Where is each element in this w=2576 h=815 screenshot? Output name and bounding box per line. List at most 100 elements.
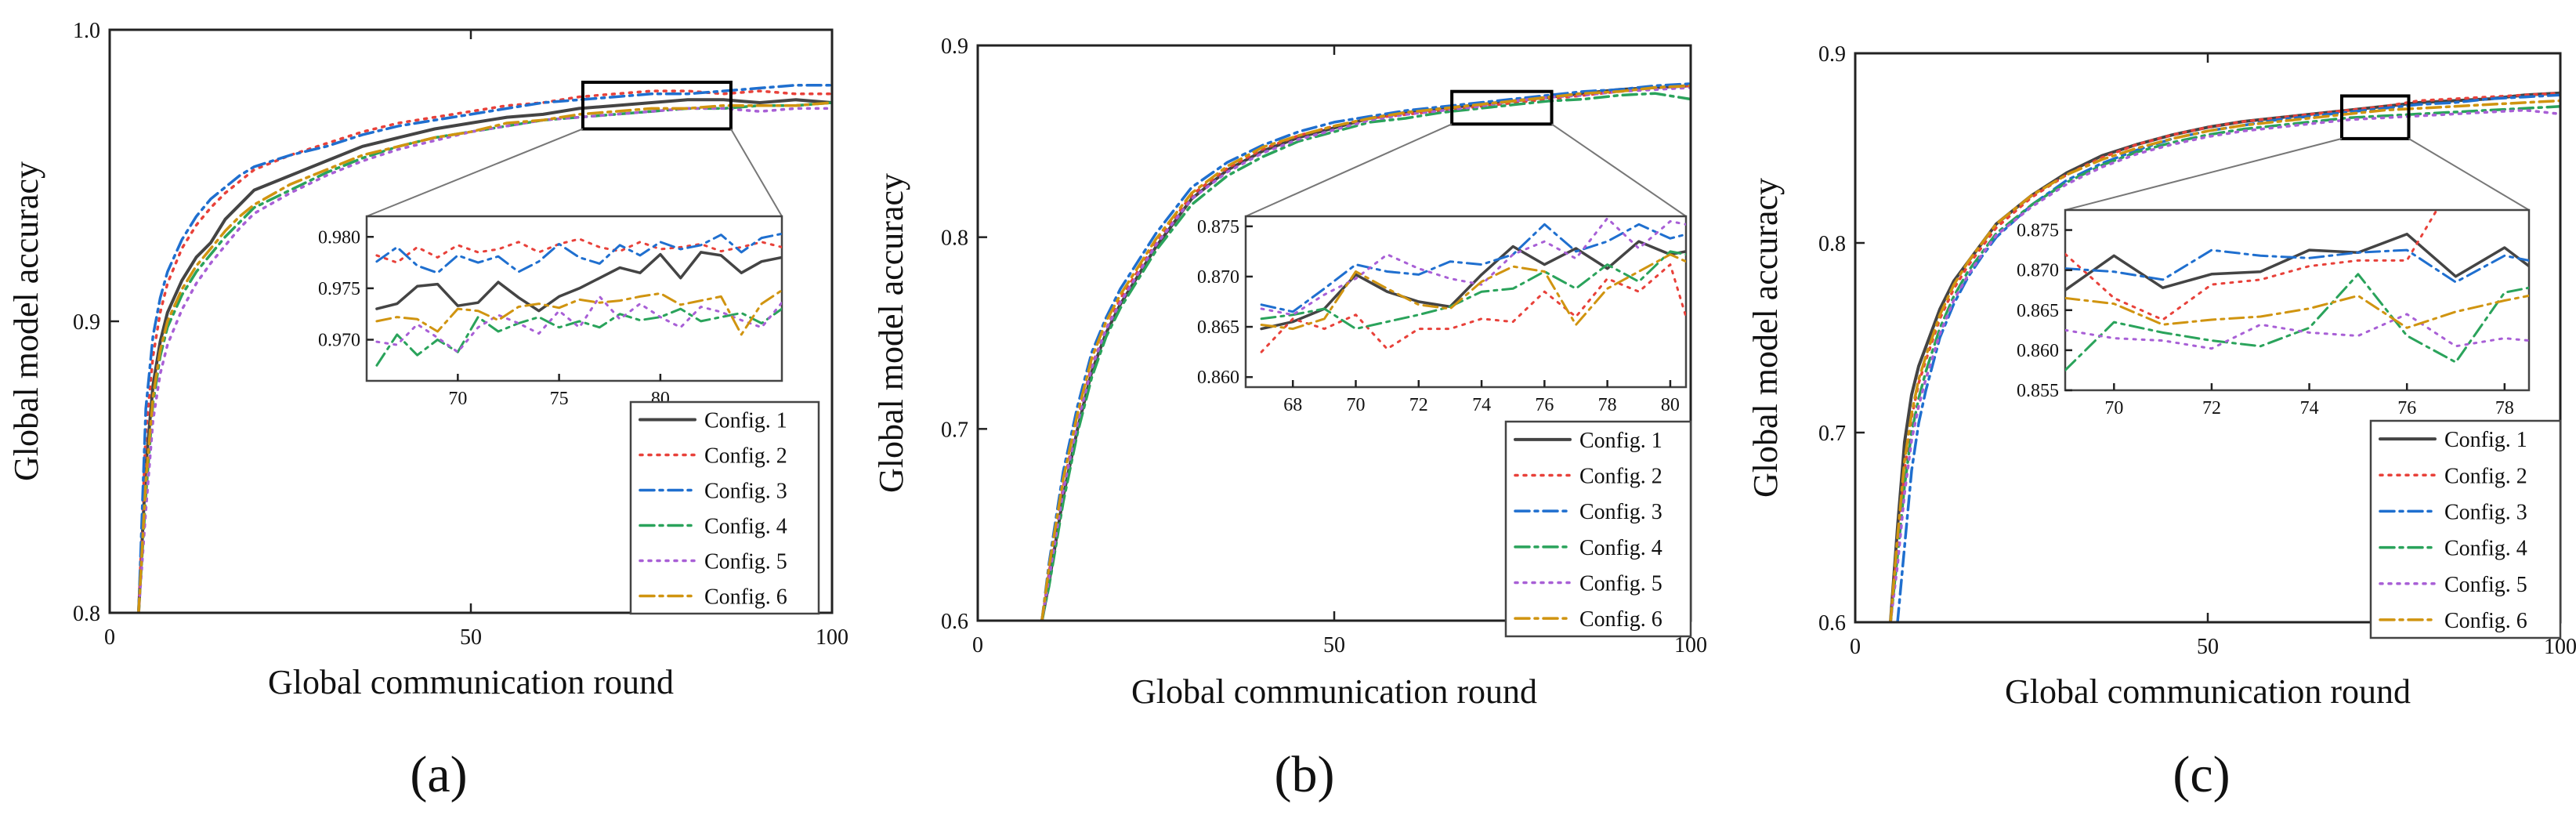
series-line-3 xyxy=(137,83,832,613)
series-line-6 xyxy=(1040,84,1691,621)
inset-series-line-1 xyxy=(1260,240,1686,331)
x-tick-label: 50 xyxy=(1323,633,1345,657)
legend-label: Config. 5 xyxy=(1579,572,1662,596)
inset-x-tick-label: 68 xyxy=(1283,395,1302,415)
legend-label: Config. 2 xyxy=(1579,465,1662,489)
inset-series-line-1 xyxy=(375,251,782,313)
inset-x-tick-label: 76 xyxy=(2397,398,2416,418)
panel-caption: (a) xyxy=(410,746,467,803)
inset-series-line-1 xyxy=(2065,232,2529,292)
series-group xyxy=(136,83,832,613)
inset-series-line-3 xyxy=(2065,248,2529,284)
inset-x-tick-label: 72 xyxy=(1409,395,1428,415)
legend-label: Config. 1 xyxy=(2444,428,2527,452)
zoom-region xyxy=(1450,89,1554,126)
zoom-leader xyxy=(1550,123,1687,217)
zoom-region xyxy=(2340,94,2411,140)
inset-y-tick-label: 0.865 xyxy=(1197,317,1239,338)
y-tick-label: 0.9 xyxy=(941,34,968,59)
x-axis-label: Global communication round xyxy=(2005,672,2411,711)
inset-series-group xyxy=(375,232,782,367)
inset-series-line-4 xyxy=(1260,250,1686,331)
legend-label: Config. 3 xyxy=(1579,500,1662,524)
inset-x-tick-label: 80 xyxy=(1661,395,1680,415)
inset-series-line-3 xyxy=(1260,223,1686,313)
panel-caption: (c) xyxy=(2173,746,2230,803)
x-tick-label: 0 xyxy=(104,625,115,650)
inset-frame xyxy=(2064,208,2531,392)
panel-caption: (b) xyxy=(1275,746,1335,803)
inset-y-tick-label: 0.855 xyxy=(2017,381,2059,401)
zoom-region xyxy=(581,80,733,131)
inset-series-line-4 xyxy=(375,307,782,367)
inset-y-tick-label: 0.875 xyxy=(2017,221,2059,241)
inset-series-line-6 xyxy=(375,289,782,336)
legend-label: Config. 3 xyxy=(704,480,787,504)
inset-series-line-6 xyxy=(2065,294,2529,329)
inset-series-group xyxy=(1260,217,1686,353)
y-tick-label: 0.9 xyxy=(1818,42,1846,67)
legend-label: Config. 3 xyxy=(2444,500,2527,524)
x-tick-label: 0 xyxy=(1850,635,1861,659)
inset-y-tick-label: 0.865 xyxy=(2017,301,2059,321)
legend-label: Config. 6 xyxy=(704,585,787,610)
series-line-3 xyxy=(1896,93,2560,622)
y-tick-label: 0.7 xyxy=(1818,422,1846,446)
inset-series-line-2 xyxy=(2065,210,2439,321)
series-line-2 xyxy=(137,89,832,613)
inset-series-line-6 xyxy=(1260,253,1686,331)
series-group xyxy=(1040,82,1691,621)
zoom-leader xyxy=(366,128,584,217)
inset-frame xyxy=(365,215,783,382)
inset-series-line-3 xyxy=(375,232,782,274)
inset-series-group xyxy=(2065,210,2529,371)
inset-x-tick-label: 70 xyxy=(448,389,467,409)
inset-series-line-2 xyxy=(375,237,782,264)
legend-label: Config. 2 xyxy=(704,444,787,469)
inset-x-tick-label: 78 xyxy=(2495,398,2514,418)
x-axis-label: Global communication round xyxy=(1131,672,1537,711)
legend-label: Config. 6 xyxy=(1579,607,1662,632)
y-axis-label: Global model accuracy xyxy=(1746,178,1785,498)
legend: Config. 1 Config. 2 Config. 3 Config. 4 Conf… xyxy=(629,400,820,615)
inset-x-tick-label: 72 xyxy=(2202,398,2221,418)
y-tick-label: 0.6 xyxy=(941,610,968,634)
legend-frame xyxy=(629,400,820,615)
legend-label: Config. 4 xyxy=(704,515,787,539)
zoom-leader xyxy=(730,128,783,217)
y-axis-label: Global model accuracy xyxy=(872,173,910,493)
x-tick-label: 0 xyxy=(972,633,983,657)
series-line-6 xyxy=(137,101,832,613)
legend-label: Config. 6 xyxy=(2444,609,2527,633)
zoom-leader xyxy=(1245,123,1453,217)
legend-label: Config. 1 xyxy=(704,409,787,433)
inset-y-tick-label: 0.975 xyxy=(318,279,360,299)
y-tick-label: 0.6 xyxy=(1818,611,1846,636)
inset-y-tick-label: 0.870 xyxy=(2017,261,2059,281)
x-axis-label: Global communication round xyxy=(268,663,674,701)
inset-x-tick-label: 70 xyxy=(2104,398,2123,418)
panel-a: 0 50 100 0.8 0.9 1.0 Global communication roun… xyxy=(7,19,848,803)
inset-y-tick-label: 0.980 xyxy=(318,227,360,248)
inset-series-line-5 xyxy=(2065,313,2529,350)
y-tick-label: 0.8 xyxy=(73,602,100,626)
y-tick-label: 0.8 xyxy=(941,226,968,251)
series-line-4 xyxy=(1040,92,1691,621)
y-tick-label: 0.7 xyxy=(941,418,968,442)
x-tick-label: 100 xyxy=(816,625,848,650)
legend-frame xyxy=(2369,419,2562,639)
x-tick-label: 50 xyxy=(460,625,482,650)
legend-label: Config. 5 xyxy=(2444,573,2527,597)
y-tick-label: 0.9 xyxy=(73,310,100,335)
inset-x-tick-label: 74 xyxy=(1472,395,1491,415)
inset-series-line-2 xyxy=(1260,263,1686,353)
zoom-leader xyxy=(2064,137,2343,211)
legend-label: Config. 1 xyxy=(1579,429,1662,453)
legend-frame xyxy=(1504,420,1692,638)
inset-y-tick-label: 0.875 xyxy=(1197,217,1239,237)
inset-y-tick-label: 0.970 xyxy=(318,331,360,351)
inset-y-tick-label: 0.860 xyxy=(1197,368,1239,388)
inset-x-tick-label: 70 xyxy=(1347,395,1366,415)
